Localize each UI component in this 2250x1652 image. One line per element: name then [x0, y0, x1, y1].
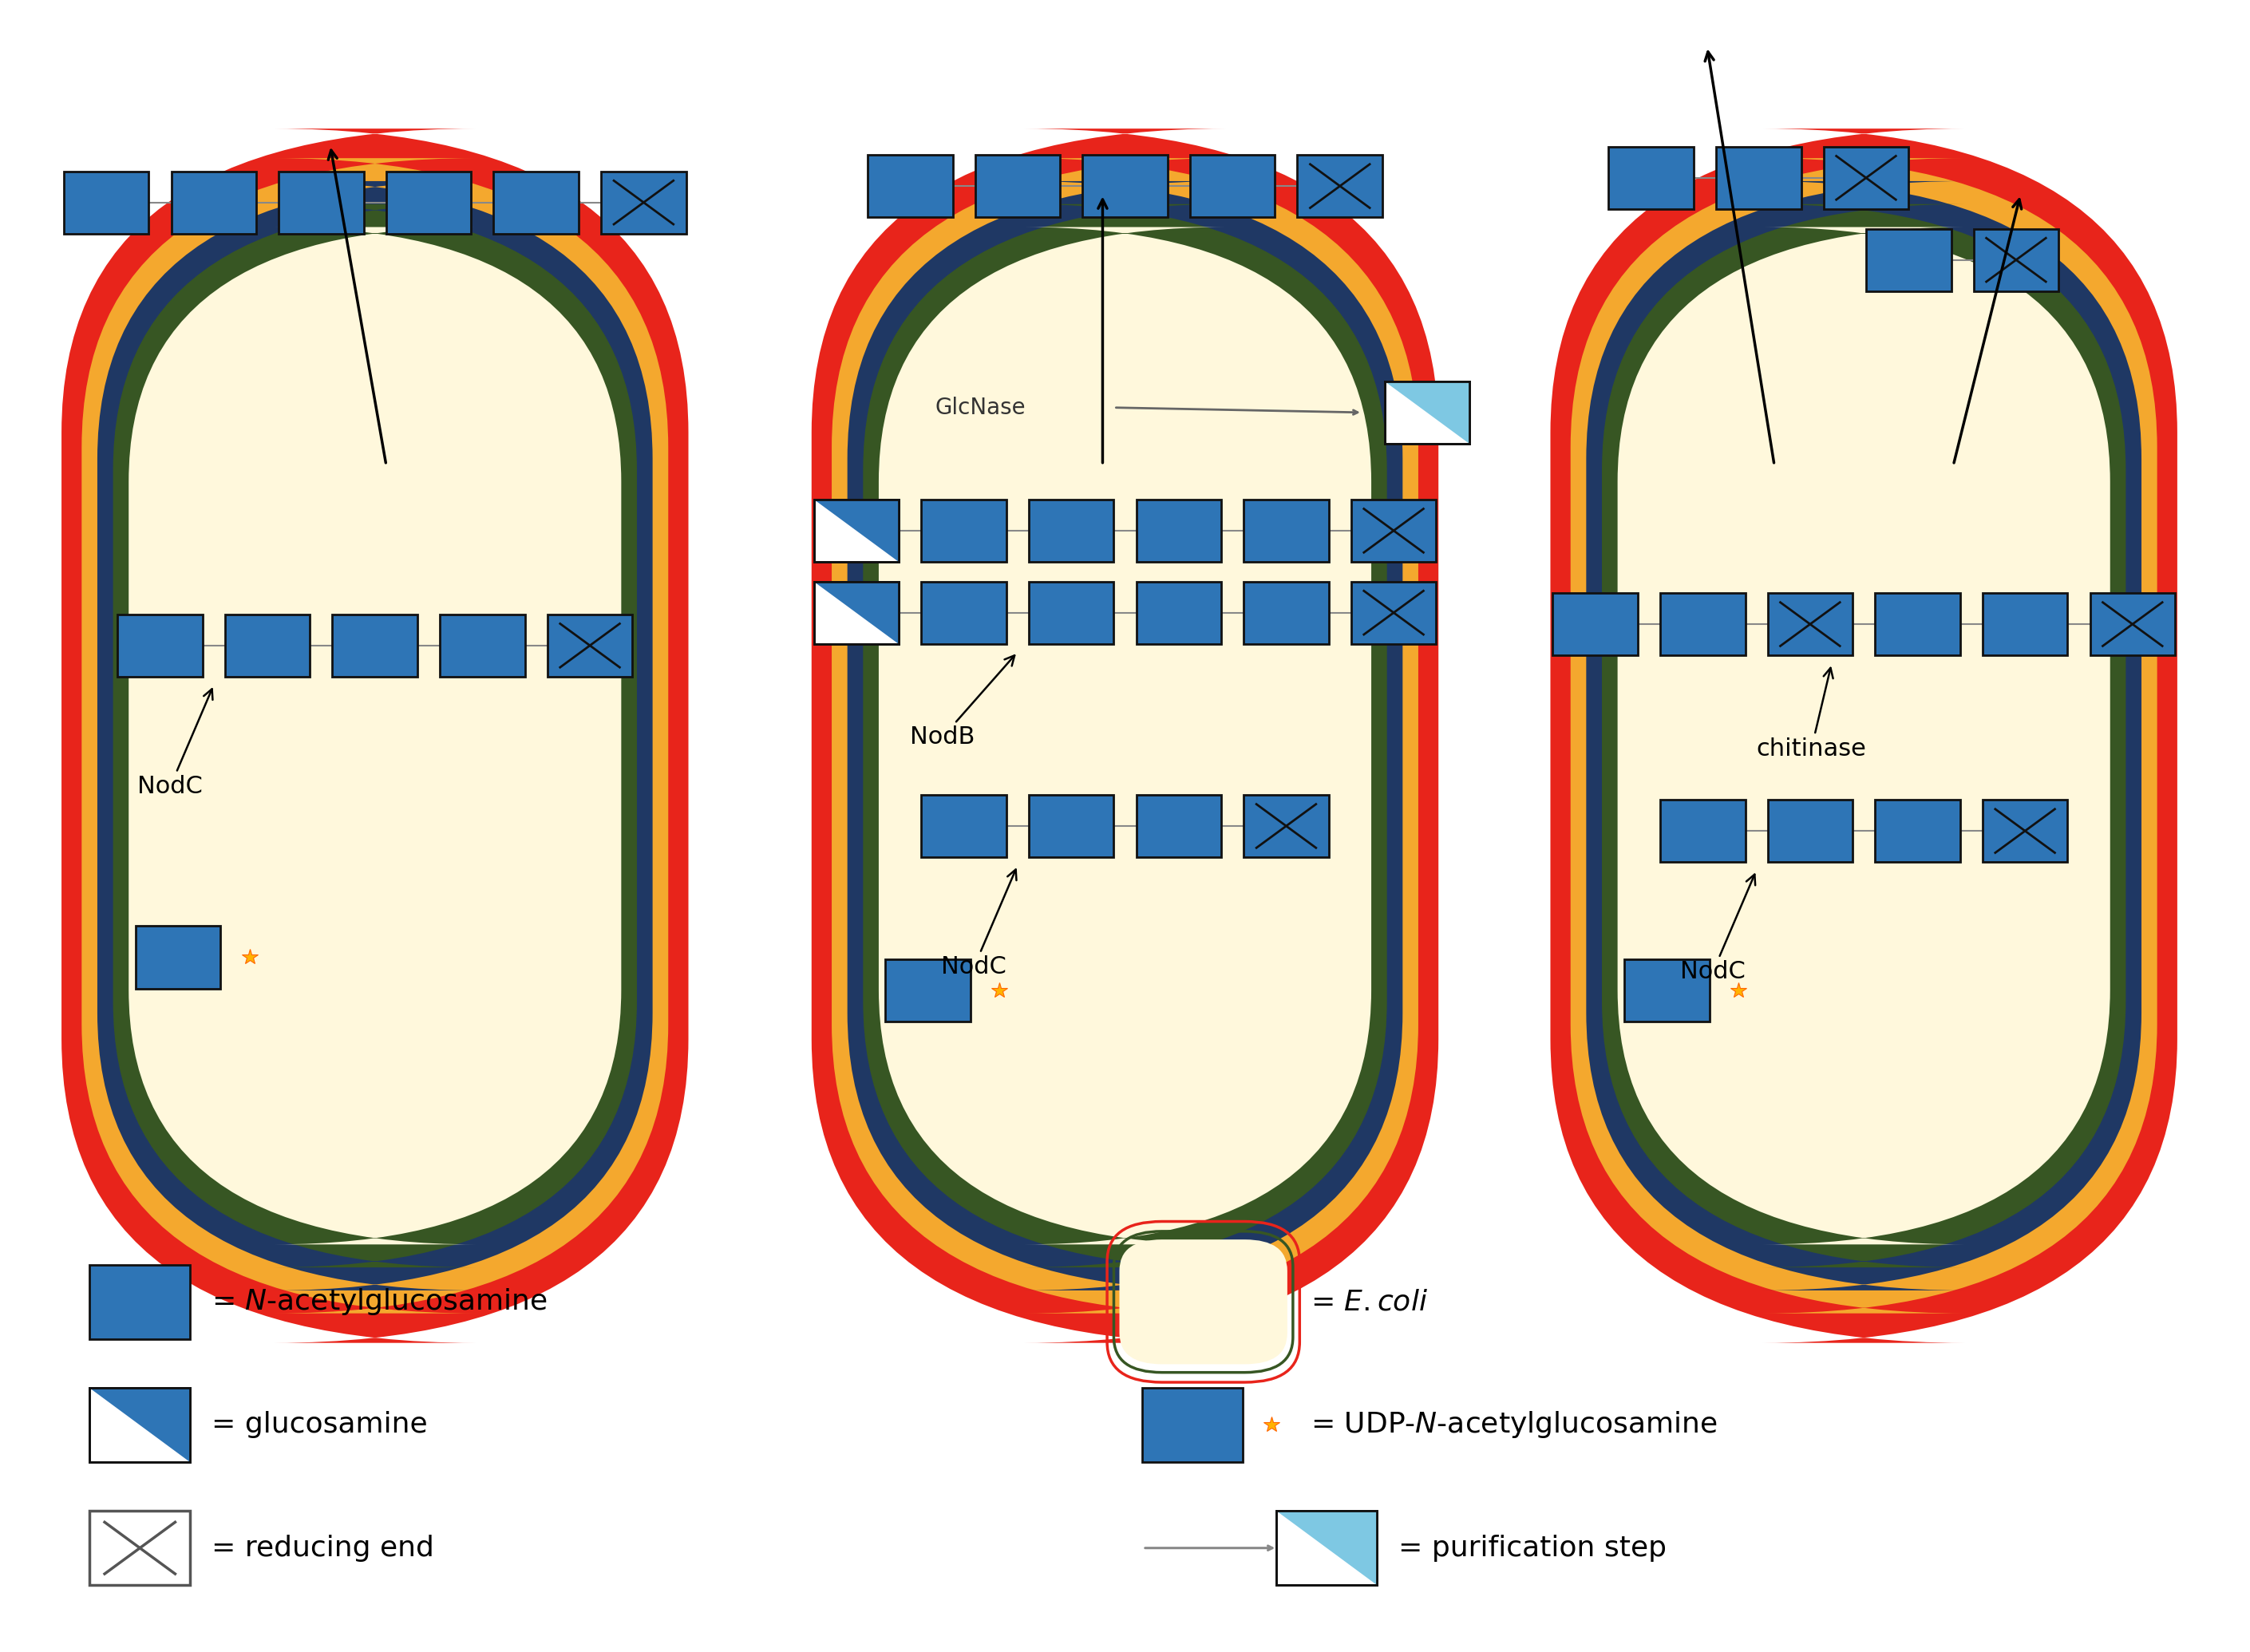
FancyBboxPatch shape [128, 226, 621, 1244]
Text: NodC: NodC [137, 689, 214, 798]
FancyBboxPatch shape [1190, 155, 1276, 216]
FancyBboxPatch shape [1276, 1512, 1377, 1584]
FancyBboxPatch shape [848, 182, 1402, 1290]
FancyBboxPatch shape [1768, 593, 1852, 656]
FancyBboxPatch shape [1973, 228, 2059, 291]
Text: = $\it{N}$-acetylglucosamine: = $\it{N}$-acetylglucosamine [211, 1287, 547, 1317]
FancyBboxPatch shape [1028, 582, 1114, 644]
FancyBboxPatch shape [1618, 226, 2110, 1244]
FancyBboxPatch shape [974, 155, 1060, 216]
Polygon shape [814, 582, 898, 644]
FancyBboxPatch shape [812, 129, 1438, 1343]
Text: chitinase: chitinase [1757, 667, 1867, 760]
FancyBboxPatch shape [1244, 795, 1330, 857]
FancyBboxPatch shape [814, 499, 898, 562]
FancyBboxPatch shape [387, 172, 470, 233]
FancyBboxPatch shape [1352, 499, 1436, 562]
Text: = glucosamine: = glucosamine [211, 1411, 428, 1439]
FancyBboxPatch shape [1660, 800, 1746, 862]
FancyBboxPatch shape [135, 927, 220, 988]
FancyBboxPatch shape [1136, 582, 1222, 644]
FancyBboxPatch shape [1028, 499, 1114, 562]
Text: NodB: NodB [909, 656, 1015, 748]
FancyBboxPatch shape [601, 172, 686, 233]
FancyBboxPatch shape [1982, 593, 2068, 656]
FancyBboxPatch shape [279, 172, 364, 233]
FancyBboxPatch shape [1874, 800, 1960, 862]
Polygon shape [90, 1388, 191, 1462]
FancyBboxPatch shape [1624, 958, 1710, 1021]
FancyBboxPatch shape [117, 615, 202, 677]
FancyBboxPatch shape [920, 582, 1006, 644]
FancyBboxPatch shape [225, 615, 310, 677]
FancyBboxPatch shape [814, 582, 898, 644]
FancyBboxPatch shape [864, 205, 1386, 1267]
FancyBboxPatch shape [920, 499, 1006, 562]
FancyBboxPatch shape [1550, 129, 2178, 1343]
FancyBboxPatch shape [1384, 382, 1469, 444]
FancyBboxPatch shape [61, 129, 688, 1343]
FancyBboxPatch shape [1609, 147, 1694, 210]
Polygon shape [1276, 1512, 1377, 1584]
FancyBboxPatch shape [1602, 205, 2126, 1267]
FancyBboxPatch shape [90, 1388, 191, 1462]
FancyBboxPatch shape [171, 172, 256, 233]
FancyBboxPatch shape [887, 958, 970, 1021]
FancyBboxPatch shape [1136, 499, 1222, 562]
FancyBboxPatch shape [1082, 155, 1168, 216]
FancyBboxPatch shape [81, 159, 668, 1313]
FancyBboxPatch shape [112, 205, 637, 1267]
FancyBboxPatch shape [1244, 499, 1330, 562]
Text: = $\it{E. coli}$: = $\it{E. coli}$ [1312, 1289, 1429, 1315]
Text: NodC: NodC [940, 869, 1017, 978]
Text: GlcNase: GlcNase [934, 396, 1026, 418]
FancyBboxPatch shape [1586, 182, 2142, 1290]
FancyBboxPatch shape [1982, 800, 2068, 862]
FancyBboxPatch shape [1717, 147, 1802, 210]
Text: = UDP-$\it{N}$-acetylglucosamine: = UDP-$\it{N}$-acetylglucosamine [1312, 1409, 1717, 1441]
FancyBboxPatch shape [2090, 593, 2176, 656]
FancyBboxPatch shape [920, 795, 1006, 857]
FancyBboxPatch shape [1660, 593, 1746, 656]
FancyBboxPatch shape [1028, 795, 1114, 857]
FancyBboxPatch shape [1141, 1388, 1242, 1462]
FancyBboxPatch shape [1120, 1239, 1287, 1365]
FancyBboxPatch shape [868, 155, 952, 216]
FancyBboxPatch shape [1823, 147, 1908, 210]
FancyBboxPatch shape [493, 172, 578, 233]
FancyBboxPatch shape [1298, 155, 1382, 216]
FancyBboxPatch shape [441, 615, 524, 677]
Text: = purification step: = purification step [1397, 1535, 1667, 1561]
Polygon shape [1384, 382, 1469, 444]
FancyBboxPatch shape [333, 615, 418, 677]
Polygon shape [814, 499, 898, 562]
FancyBboxPatch shape [1865, 228, 1951, 291]
FancyBboxPatch shape [97, 182, 652, 1290]
FancyBboxPatch shape [547, 615, 632, 677]
FancyBboxPatch shape [1244, 582, 1330, 644]
FancyBboxPatch shape [63, 172, 149, 233]
FancyBboxPatch shape [90, 1265, 191, 1338]
FancyBboxPatch shape [832, 159, 1418, 1313]
Text: = reducing end: = reducing end [211, 1535, 434, 1561]
FancyBboxPatch shape [1570, 159, 2158, 1313]
FancyBboxPatch shape [1874, 593, 1960, 656]
FancyBboxPatch shape [880, 226, 1370, 1244]
Text: NodC: NodC [1681, 874, 1755, 983]
FancyBboxPatch shape [1136, 795, 1222, 857]
FancyBboxPatch shape [1768, 800, 1852, 862]
FancyBboxPatch shape [1352, 582, 1436, 644]
FancyBboxPatch shape [90, 1512, 191, 1584]
FancyBboxPatch shape [1552, 593, 1638, 656]
